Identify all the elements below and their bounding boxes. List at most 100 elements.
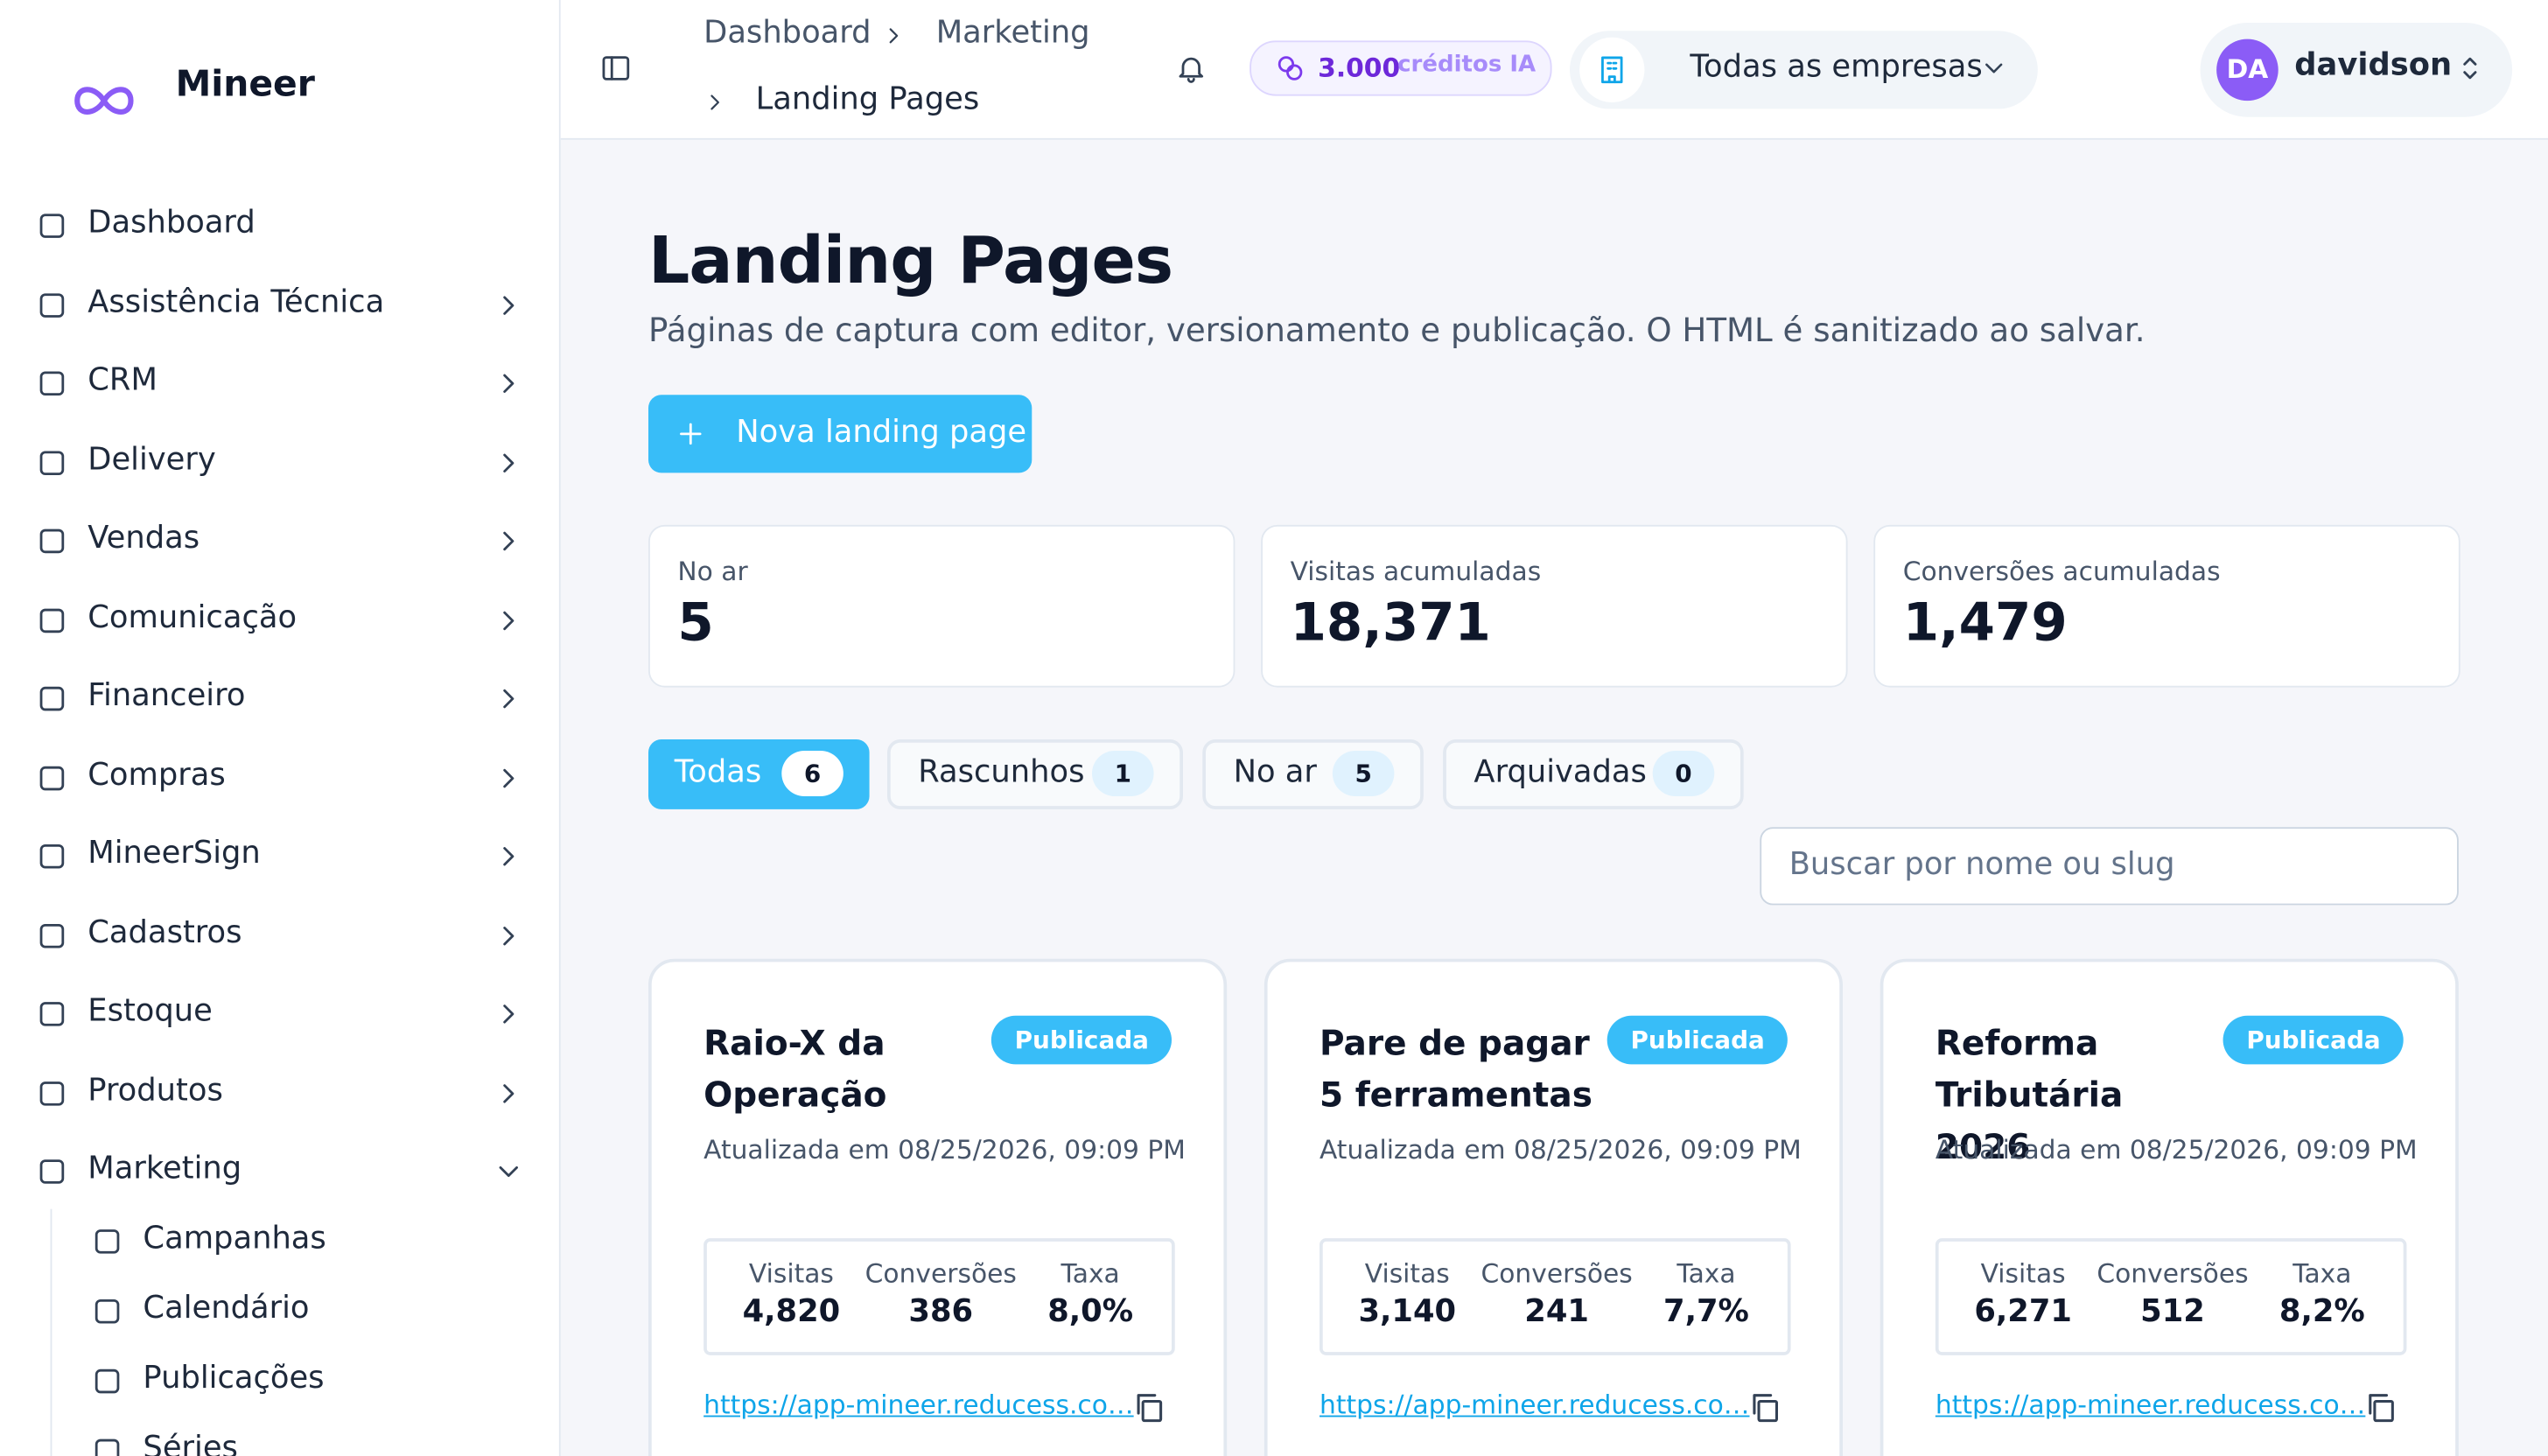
landing-card: Reforma Tributária 2026 Publicada Atualiza… <box>1880 958 2459 1456</box>
credits-label: créditos IA <box>1397 52 1536 79</box>
submenu-icon <box>94 1229 120 1254</box>
nav-item[interactable]: Financeiro <box>88 677 246 714</box>
copy-icon <box>1137 1394 1163 1423</box>
page-subtitle: Páginas de captura com editor, versionam… <box>648 310 2146 350</box>
breadcrumb-item[interactable]: Marketing <box>935 14 1090 51</box>
brand-name: Mineer <box>175 65 315 106</box>
nav-item[interactable]: Marketing <box>88 1150 242 1186</box>
metric-value: 8,2% <box>2278 1293 2365 1330</box>
tab-count: 5 <box>1332 751 1395 797</box>
metric-value: 7,7% <box>1663 1293 1749 1330</box>
submenu-icon <box>94 1298 120 1324</box>
nav-item[interactable]: Cadastros <box>88 914 242 950</box>
nav-chevron <box>503 374 514 393</box>
nav-chevron <box>503 926 514 945</box>
stat-label: Visitas acumuladas <box>1290 556 1542 587</box>
metric-label: Visitas <box>748 1257 834 1289</box>
nav-chevron <box>503 531 514 551</box>
nav-item[interactable]: Vendas <box>88 520 200 556</box>
nav-icon <box>39 1159 65 1184</box>
metric-value: 241 <box>1524 1293 1589 1330</box>
nav-item[interactable]: Delivery <box>88 441 216 478</box>
nav-item[interactable]: MineerSign <box>88 835 261 872</box>
company-icon <box>1601 56 1623 84</box>
card-title: Raio-X da Operação <box>704 1024 887 1116</box>
metric-label: Taxa <box>1676 1257 1736 1289</box>
tab-count: 6 <box>781 751 844 797</box>
nav-chevron <box>503 452 514 472</box>
metric-label: Conversões <box>1480 1257 1633 1289</box>
stat-card: Conversões acumuladas 1,479 <box>1873 524 2460 688</box>
stat-card: Visitas acumuladas 18,371 <box>1261 524 1848 688</box>
metric-value: 512 <box>2140 1293 2205 1330</box>
tab-count: 0 <box>1652 751 1715 797</box>
card-url[interactable]: https://app-mineer.reducess.co… <box>1935 1389 2366 1421</box>
nav-icon <box>39 450 65 475</box>
submenu-item[interactable]: Campanhas <box>143 1220 326 1256</box>
avatar: DA <box>2216 38 2278 102</box>
status-badge: Publicada <box>1607 1015 1788 1065</box>
metric-label: Conversões <box>2096 1257 2249 1289</box>
submenu-line <box>50 1208 52 1456</box>
tab-count: 1 <box>1092 751 1154 797</box>
nav-item[interactable]: Comunicação <box>88 598 298 635</box>
nav-item[interactable]: Dashboard <box>88 205 256 241</box>
user-name: davidson <box>2294 46 2453 83</box>
nav-chevron <box>503 689 514 709</box>
nav-icon <box>39 214 65 238</box>
nav-item[interactable]: Produtos <box>88 1071 223 1108</box>
stat-value: 18,371 <box>1290 592 1491 654</box>
submenu-item[interactable]: Publicações <box>143 1360 325 1396</box>
credits-icon <box>1278 56 1303 80</box>
submenu-item[interactable]: Séries <box>143 1430 238 1456</box>
search-box[interactable]: Buscar por nome ou slug <box>1760 827 2459 906</box>
card-url[interactable]: https://app-mineer.reducess.co… <box>1320 1389 1750 1421</box>
card-url[interactable]: https://app-mineer.reducess.co… <box>704 1389 1134 1421</box>
metrics-box: Visitas 4,820 Conversões 386 Taxa 8,0% <box>704 1238 1175 1355</box>
submenu-icon <box>94 1438 120 1456</box>
nav-icon <box>39 765 65 790</box>
filter-tab[interactable]: Rascunhos 1 <box>887 739 1184 809</box>
nav-icon <box>39 607 65 633</box>
nav-chevron <box>503 610 514 630</box>
search-placeholder: Buscar por nome ou slug <box>1788 846 2175 883</box>
company-select[interactable]: Todas as empresas <box>1570 31 2038 109</box>
nav-item[interactable]: Assistência Técnica <box>88 284 385 319</box>
stat-label: No ar <box>677 556 748 587</box>
card-updated: Atualizada em 08/25/2026, 09:09 PM <box>1935 1134 2418 1166</box>
breadcrumb-item[interactable]: Dashboard <box>704 14 872 51</box>
metrics-box: Visitas 6,271 Conversões 512 Taxa 8,2% <box>1935 1238 2407 1355</box>
new-button[interactable]: Nova landing page <box>648 395 1032 473</box>
stat-card: No ar 5 <box>648 524 1236 688</box>
nav-icon <box>39 371 65 396</box>
nav-icon <box>39 923 65 948</box>
copy-icon <box>1753 1394 1779 1423</box>
filter-tab[interactable]: No ar 5 <box>1202 739 1424 809</box>
filter-tab[interactable]: Arquivadas 0 <box>1443 739 1744 809</box>
tab-label: Rascunhos <box>918 753 1085 790</box>
nav-chevron <box>503 295 514 314</box>
filter-tab[interactable]: Todas 6 <box>648 739 870 809</box>
nav-item[interactable]: Estoque <box>88 992 213 1029</box>
stat-value: 5 <box>677 592 714 654</box>
credits-pill[interactable]: 3.000 créditos IA <box>1250 40 1552 96</box>
nav-icon <box>39 686 65 711</box>
stat-label: Conversões acumuladas <box>1902 556 2221 587</box>
tab-label: Todas <box>674 753 762 790</box>
stat-value: 1,479 <box>1902 592 2068 654</box>
user-menu[interactable]: DA davidson <box>2200 23 2513 117</box>
breadcrumb-item: Landing Pages <box>755 80 980 117</box>
nav-chevron <box>503 847 514 866</box>
sidebar-toggle <box>602 56 630 80</box>
plus-icon <box>680 423 702 445</box>
submenu-item[interactable]: Calendário <box>143 1290 310 1326</box>
new-button-label: Nova landing page <box>736 414 1027 451</box>
nav-item[interactable]: CRM <box>88 362 158 399</box>
company-name: Todas as empresas <box>1690 48 1983 85</box>
nav-item[interactable]: Compras <box>88 756 226 793</box>
metric-value: 386 <box>908 1293 974 1330</box>
nav-chevron <box>503 1083 514 1102</box>
breadcrumb-sep <box>889 28 899 44</box>
